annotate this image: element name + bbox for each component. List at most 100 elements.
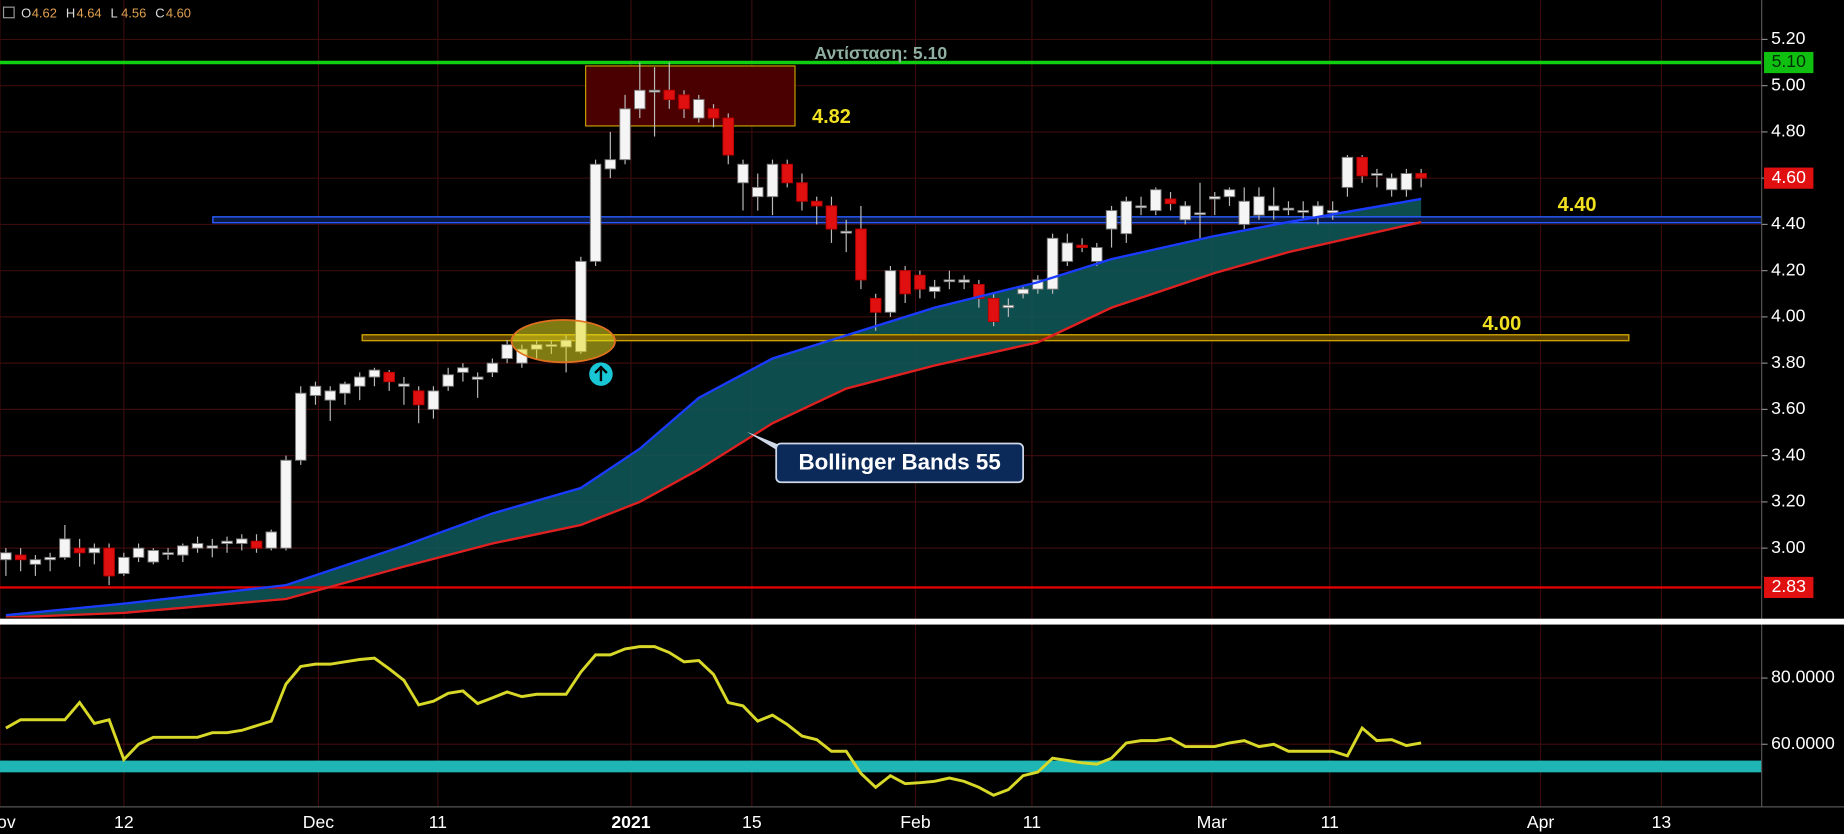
candle-body — [928, 286, 941, 292]
range-box — [585, 65, 796, 127]
x-tick-label: 11 — [1023, 812, 1041, 832]
candle-body — [1341, 156, 1354, 188]
x-tick-label: Mar — [1197, 812, 1227, 832]
candle-body — [1002, 304, 1015, 309]
candle-body — [1120, 200, 1133, 235]
candle-body — [0, 552, 12, 561]
candle-body — [412, 390, 425, 406]
x-tick-label: Nov — [0, 812, 16, 832]
x-tick-label: 11 — [429, 812, 447, 832]
candle-body — [250, 540, 263, 549]
candle-body — [1017, 288, 1029, 295]
candle-body — [442, 374, 454, 387]
y-tick-label: 3.40 — [1771, 444, 1806, 464]
candle-body — [781, 163, 793, 184]
candle-body — [1208, 196, 1221, 200]
candle-body — [1164, 198, 1177, 205]
candle-body — [648, 89, 661, 93]
highlight-ellipse — [510, 319, 616, 364]
header-icon — [2, 6, 15, 19]
candle-body — [236, 538, 248, 544]
band-line — [5, 197, 1422, 617]
candle-body — [29, 559, 42, 565]
candle-body — [1150, 189, 1162, 211]
candle-body — [869, 297, 882, 313]
level-label: 4.40 — [1558, 194, 1597, 216]
candle-body — [1223, 189, 1236, 198]
resistance-label: Αντίσταση: 5.10 — [814, 43, 947, 63]
y-tick-label: 5.20 — [1771, 28, 1806, 48]
candle-body — [1385, 177, 1398, 191]
ohlc-key: C — [155, 6, 164, 21]
candle-body — [206, 545, 219, 549]
candle-body — [1091, 247, 1103, 262]
candle-body — [398, 383, 410, 387]
candle-body — [1046, 237, 1059, 290]
candle-body — [663, 89, 676, 101]
candle-body — [353, 376, 366, 387]
y-tick-label: 3.20 — [1771, 491, 1806, 511]
price-tag — [1764, 576, 1814, 599]
ohlc-key: L — [111, 6, 118, 21]
candle-body — [368, 369, 381, 378]
candle-body — [1179, 205, 1192, 221]
candle-body — [707, 108, 720, 119]
ohlc-key: H — [66, 6, 75, 21]
x-tick-label: 12 — [114, 812, 134, 832]
candle-body — [958, 279, 970, 283]
candle-body — [943, 279, 956, 283]
signal-arrow — [594, 365, 608, 382]
y-tick-label: 3.80 — [1771, 352, 1806, 372]
candle-body — [1415, 173, 1427, 179]
panel-separator — [0, 618, 1844, 625]
x-tick-label: 11 — [1321, 812, 1339, 832]
candle-body — [457, 367, 469, 373]
candle-body — [987, 297, 1000, 322]
candle-body — [1194, 212, 1206, 216]
candle-body — [1282, 207, 1295, 211]
x-tick-label: 15 — [742, 812, 762, 832]
candle-body — [884, 270, 897, 313]
callout-text: Bollinger Bands 55 — [799, 449, 1001, 474]
candle-body — [914, 274, 926, 290]
band-line — [5, 220, 1422, 618]
band-area — [5, 198, 1422, 618]
y-tick-label: 4.20 — [1771, 259, 1806, 279]
y-tick-label: 4.00 — [1771, 306, 1806, 326]
candle-body — [324, 390, 336, 401]
ohlc-value: 4.60 — [166, 6, 191, 21]
x-tick-label: Feb — [900, 812, 931, 832]
level-band — [361, 334, 1630, 342]
candle-body — [265, 531, 278, 549]
candle-body — [766, 163, 779, 198]
candle-body — [427, 390, 440, 410]
ohlc-value: 4.56 — [121, 6, 146, 21]
price-tag-label: 5.10 — [1772, 51, 1807, 71]
candle-body — [471, 376, 484, 380]
candle-body — [899, 270, 911, 295]
candle-body — [1253, 196, 1265, 216]
candle-body — [973, 284, 985, 299]
candle-body — [1400, 173, 1413, 191]
candle-body — [722, 117, 735, 156]
candle-body — [59, 538, 71, 558]
candle-body — [693, 99, 705, 119]
price-tag — [1764, 167, 1814, 189]
candle-body — [501, 344, 513, 359]
candle-body — [14, 554, 27, 561]
candle-body — [88, 547, 101, 554]
candle-body — [383, 371, 395, 383]
candle-body — [1371, 173, 1383, 176]
y-tick-label: 80.0000 — [1771, 667, 1835, 687]
candle-body — [751, 186, 764, 198]
candle-body — [103, 547, 115, 577]
candle-body — [177, 545, 189, 556]
y-tick-label: 4.40 — [1771, 213, 1806, 233]
candle-body — [678, 94, 690, 110]
candle-body — [294, 392, 307, 461]
y-tick-label: 5.00 — [1771, 74, 1806, 94]
candle-body — [1356, 156, 1368, 177]
y-tick-label: 3.60 — [1771, 398, 1806, 418]
candle-body — [1061, 242, 1074, 262]
